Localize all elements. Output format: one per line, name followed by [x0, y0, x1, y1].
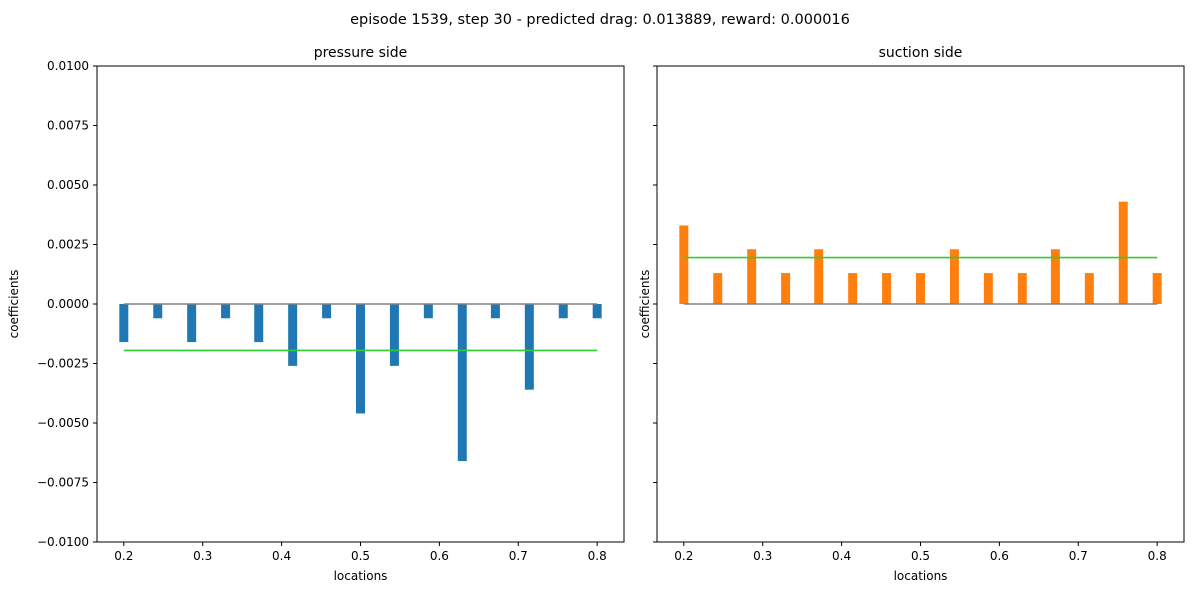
- x-tick-label: 0.7: [509, 549, 528, 563]
- y-tick-label: −0.0050: [37, 416, 89, 430]
- pressure-side-chart: 0.2 0.3 0.4 0.5 0.6 0.7 0.8 −0.0100 −0.0075 −0.00…: [7, 45, 625, 583]
- bar: [1152, 273, 1162, 304]
- bar: [679, 225, 689, 304]
- bar: [592, 304, 602, 319]
- bar: [254, 304, 264, 343]
- bar: [153, 304, 163, 319]
- bar: [322, 304, 332, 319]
- bar: [221, 304, 231, 319]
- bar: [288, 304, 298, 366]
- bar: [187, 304, 197, 343]
- bar: [356, 304, 365, 414]
- y-axis-label: coefficients: [7, 270, 21, 339]
- y-tick-label: 0.0025: [47, 238, 89, 252]
- y-tick-label: 0.0050: [47, 178, 89, 192]
- bar: [747, 249, 757, 304]
- bar: [524, 304, 534, 390]
- bar: [1017, 273, 1027, 304]
- x-tick-label: 0.7: [1069, 549, 1088, 563]
- bar: [983, 273, 993, 304]
- y-tick-label: −0.0100: [37, 535, 89, 549]
- x-tick-label: 0.3: [193, 549, 212, 563]
- x-tick-label: 0.5: [351, 549, 370, 563]
- y-tick-label: −0.0075: [37, 476, 89, 490]
- bar: [781, 273, 791, 304]
- bar: [558, 304, 568, 319]
- bar: [423, 304, 433, 319]
- bar: [1050, 249, 1060, 304]
- x-axis-label: locations: [334, 569, 388, 583]
- bar: [119, 304, 129, 343]
- x-tick-label: 0.4: [272, 549, 291, 563]
- y-tick-label: 0.0075: [47, 119, 89, 133]
- bar: [713, 273, 723, 304]
- x-tick-label: 0.3: [753, 549, 772, 563]
- x-tick-label: 0.5: [911, 549, 930, 563]
- x-tick-label: 0.8: [588, 549, 607, 563]
- bar: [1118, 201, 1128, 304]
- bar: [882, 273, 892, 304]
- y-tick-label: −0.0025: [37, 357, 89, 371]
- bar: [949, 249, 959, 304]
- suction-side-chart: 0.2 0.3 0.4 0.5 0.6 0.7 0.8 suction side locatio…: [638, 45, 1185, 583]
- y-tick-label: 0.0000: [47, 297, 89, 311]
- x-tick-label: 0.4: [832, 549, 851, 563]
- y-tick-label: 0.0100: [47, 59, 89, 73]
- x-tick-label: 0.6: [430, 549, 449, 563]
- figure-suptitle: episode 1539, step 30 - predicted drag: …: [350, 12, 850, 28]
- x-axis-label: locations: [894, 569, 948, 583]
- x-tick-label: 0.2: [674, 549, 693, 563]
- bar: [848, 273, 858, 304]
- x-tick-label: 0.6: [990, 549, 1009, 563]
- x-tick-label: 0.2: [114, 549, 133, 563]
- bar: [457, 304, 467, 462]
- bar: [814, 249, 824, 304]
- bar: [1084, 273, 1094, 304]
- y-axis-label: coefficients: [638, 270, 652, 339]
- bar: [916, 273, 925, 304]
- chart-title: suction side: [879, 45, 963, 61]
- x-tick-label: 0.8: [1148, 549, 1167, 563]
- bar: [490, 304, 500, 319]
- bar: [389, 304, 399, 366]
- chart-title: pressure side: [314, 45, 408, 61]
